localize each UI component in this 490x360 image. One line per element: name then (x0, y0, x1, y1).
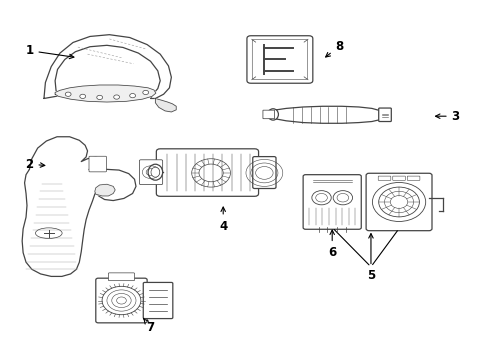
FancyBboxPatch shape (252, 40, 308, 79)
FancyBboxPatch shape (303, 175, 361, 229)
Polygon shape (55, 85, 156, 102)
Text: 8: 8 (326, 40, 343, 57)
Text: 5: 5 (367, 234, 375, 282)
FancyBboxPatch shape (378, 176, 391, 180)
FancyBboxPatch shape (108, 273, 135, 281)
Text: 1: 1 (25, 44, 74, 59)
Text: 6: 6 (328, 230, 336, 259)
Text: 3: 3 (436, 110, 460, 123)
Circle shape (80, 94, 86, 99)
Polygon shape (44, 35, 172, 99)
Circle shape (130, 94, 136, 98)
FancyBboxPatch shape (247, 36, 313, 83)
Circle shape (114, 95, 120, 99)
Polygon shape (95, 184, 115, 196)
FancyBboxPatch shape (253, 157, 276, 189)
Ellipse shape (268, 109, 278, 120)
Ellipse shape (151, 167, 160, 177)
FancyBboxPatch shape (156, 149, 259, 196)
Text: 4: 4 (219, 207, 227, 233)
FancyBboxPatch shape (393, 176, 405, 180)
Polygon shape (276, 106, 383, 123)
FancyBboxPatch shape (263, 110, 274, 119)
Circle shape (143, 90, 148, 95)
FancyBboxPatch shape (96, 278, 147, 323)
Text: 7: 7 (144, 319, 155, 334)
Polygon shape (155, 99, 176, 112)
FancyBboxPatch shape (366, 173, 432, 231)
FancyBboxPatch shape (139, 160, 163, 185)
Polygon shape (22, 137, 136, 276)
FancyBboxPatch shape (407, 176, 420, 180)
FancyBboxPatch shape (143, 283, 173, 319)
FancyBboxPatch shape (89, 156, 106, 172)
Circle shape (65, 92, 71, 96)
Ellipse shape (148, 164, 163, 180)
FancyBboxPatch shape (379, 108, 392, 122)
Text: 2: 2 (25, 158, 45, 171)
Circle shape (97, 95, 102, 100)
